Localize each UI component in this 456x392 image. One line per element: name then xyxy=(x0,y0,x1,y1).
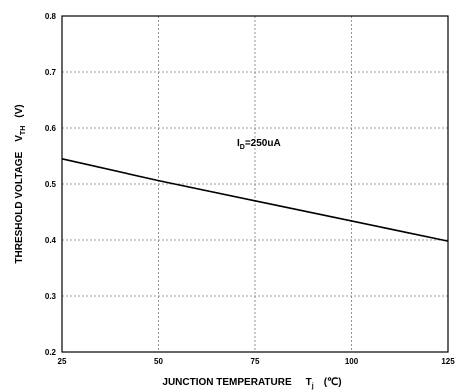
y-tick-labels: 0.2 0.3 0.4 0.5 0.6 0.7 0.8 xyxy=(45,12,57,357)
series-group xyxy=(61,158,449,242)
y-axis-title: THRESHOLD VOLTAGEVTH(V) xyxy=(14,104,27,263)
y-tick-label: 0.2 xyxy=(45,348,57,357)
y-tick-label: 0.4 xyxy=(45,236,57,245)
x-axis-title: JUNCTION TEMPERATURE Tj (℃) xyxy=(162,377,341,390)
x-tick-label: 75 xyxy=(251,357,260,366)
x-tick-label: 125 xyxy=(441,357,455,366)
x-tick-labels: 25 50 75 100 125 xyxy=(58,357,456,366)
y-tick-label: 0.8 xyxy=(45,12,57,21)
y-tick-label: 0.3 xyxy=(45,292,57,301)
x-tick-label: 100 xyxy=(345,357,359,366)
annotation-label: ID=250uA xyxy=(237,138,281,151)
y-tick-label: 0.5 xyxy=(45,180,57,189)
grid xyxy=(62,16,448,352)
plot-frame xyxy=(61,15,449,353)
y-tick-label: 0.6 xyxy=(45,124,57,133)
x-tick-label: 50 xyxy=(154,357,163,366)
x-tick-label: 25 xyxy=(58,357,67,366)
series-line xyxy=(61,158,449,242)
y-tick-label: 0.7 xyxy=(45,68,57,77)
